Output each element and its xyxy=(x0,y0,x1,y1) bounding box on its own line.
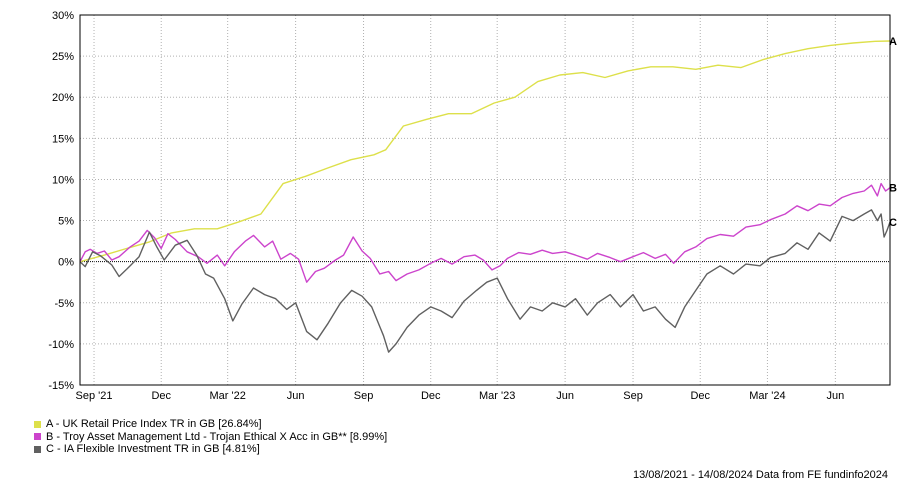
plot-area-border xyxy=(79,14,891,386)
legend-swatch-b xyxy=(34,433,41,441)
series-line-c xyxy=(79,209,891,353)
y-tick-label: 15% xyxy=(52,133,74,145)
y-tick-label: 0% xyxy=(58,257,74,269)
legend-label-c: C - IA Flexible Investment TR in GB [4.8… xyxy=(46,443,260,455)
y-tick-label: 30% xyxy=(52,10,74,22)
series-end-label-c: C xyxy=(889,217,897,229)
performance-chart: 30% 25% 20% 15% 10% 5% 0% -5% -10% -15% Sep '21 De… xyxy=(48,10,897,402)
y-tick-label: 25% xyxy=(52,51,74,63)
x-tick-label: Mar '24 xyxy=(749,390,785,402)
date-range-source-note: 13/08/2021 - 14/08/2024 Data from FE fun… xyxy=(632,469,888,481)
y-tick-label: -5% xyxy=(54,298,74,310)
legend-swatch-c xyxy=(34,445,41,453)
x-tick-label: Jun xyxy=(287,390,305,402)
series-line-b xyxy=(79,182,891,283)
series-end-label-b: B xyxy=(889,183,897,195)
y-axis-tick-labels: 30% 25% 20% 15% 10% 5% 0% -5% -10% -15% xyxy=(48,10,74,392)
legend-item-c: C - IA Flexible Investment TR in GB [4.8… xyxy=(34,443,387,456)
legend-item-b: B - Troy Asset Management Ltd - Trojan E… xyxy=(34,431,387,444)
x-tick-label: Mar '22 xyxy=(210,390,246,402)
x-tick-label: Sep '21 xyxy=(76,390,113,402)
y-tick-label: -15% xyxy=(48,380,74,392)
y-tick-label: 20% xyxy=(52,92,74,104)
series-end-label-a: A xyxy=(889,36,897,48)
legend-label-b: B - Troy Asset Management Ltd - Trojan E… xyxy=(46,430,388,443)
y-tick-label: -10% xyxy=(48,339,74,351)
y-tick-label: 10% xyxy=(52,174,74,186)
x-tick-label: Dec xyxy=(421,390,441,402)
legend-item-a: A - UK Retail Price Index TR in GB [26.8… xyxy=(34,418,387,431)
x-tick-label: Jun xyxy=(826,390,844,402)
legend-swatch-a xyxy=(34,420,41,428)
legend-label-a: A - UK Retail Price Index TR in GB [26.8… xyxy=(46,418,262,430)
x-tick-label: Sep xyxy=(354,390,374,402)
x-tick-label: Sep xyxy=(623,390,643,402)
x-tick-label: Mar '23 xyxy=(479,390,515,402)
legend: A - UK Retail Price Index TR in GB [26.8… xyxy=(34,418,387,456)
x-axis-tick-labels: Sep '21 Dec Mar '22 Jun Sep Dec Mar '23 Jun Sep D… xyxy=(76,390,845,402)
series-line-a xyxy=(79,40,891,263)
x-tick-label: Dec xyxy=(690,390,710,402)
y-tick-label: 5% xyxy=(58,216,74,228)
x-tick-label: Dec xyxy=(151,390,171,402)
x-tick-label: Jun xyxy=(556,390,574,402)
series-lines xyxy=(79,40,891,353)
gridlines xyxy=(80,14,890,386)
series-end-labels: A B C xyxy=(889,36,897,229)
